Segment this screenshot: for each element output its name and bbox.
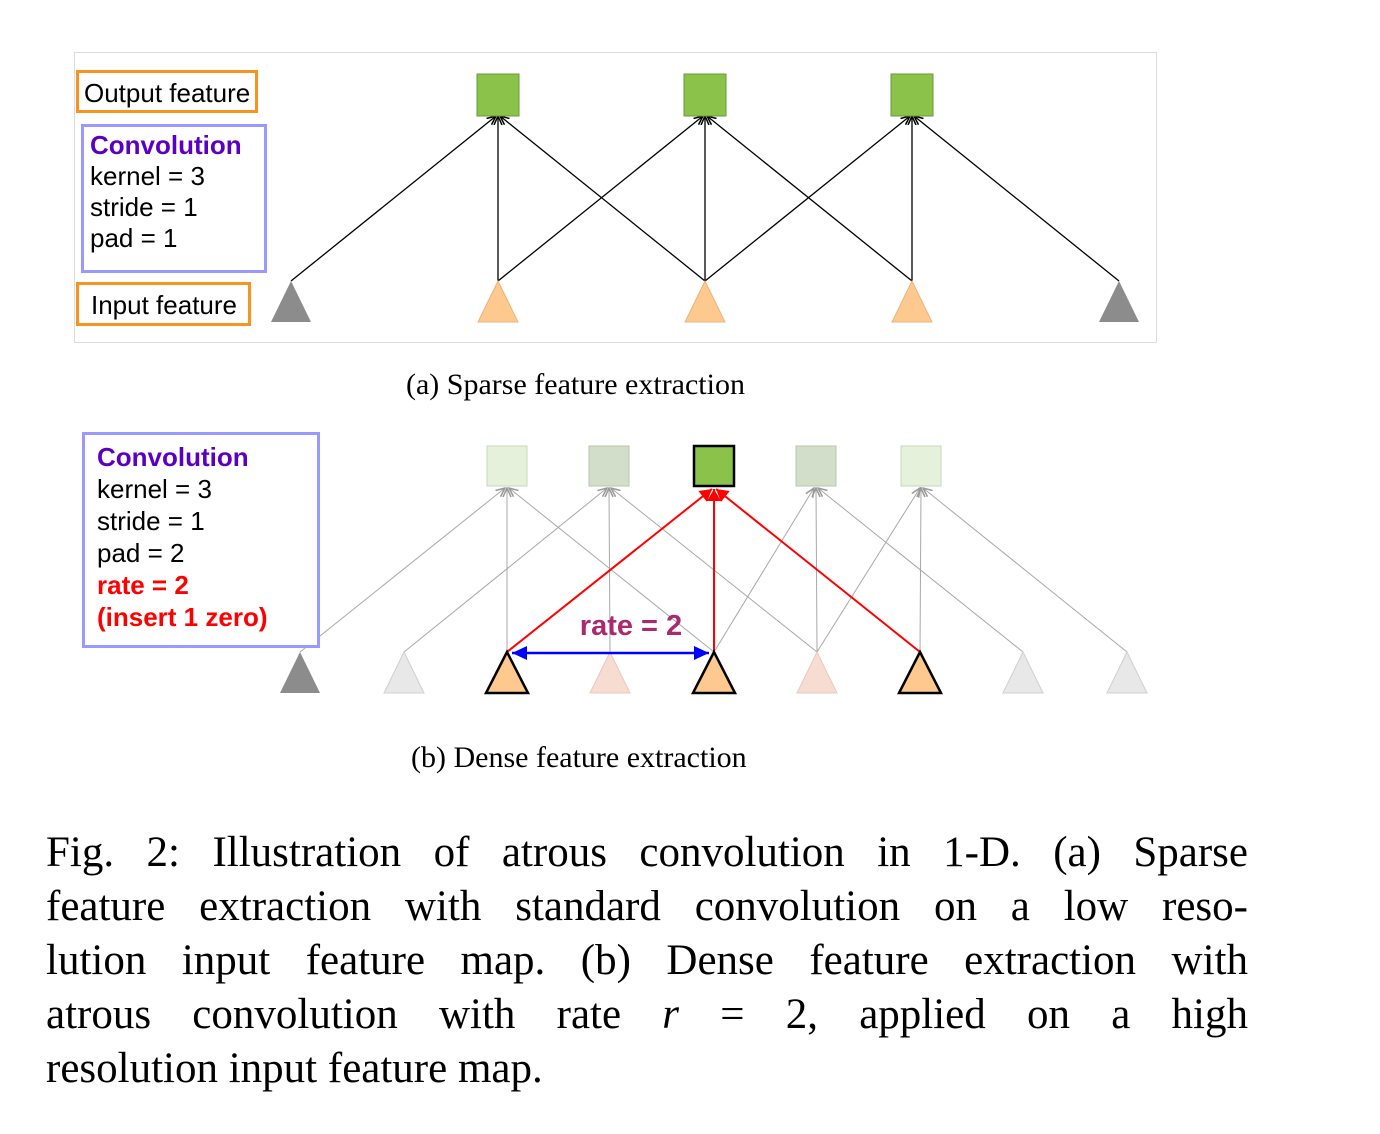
output-feature-text: Output feature (84, 78, 251, 108)
rate-variable: r (662, 991, 680, 1038)
connection-line (816, 488, 920, 653)
connection-line (299, 488, 505, 653)
padding-triangle (1002, 650, 1044, 694)
pad-param: pad = 1 (90, 223, 178, 253)
pad-param: pad = 2 (97, 538, 185, 568)
connection-line (403, 488, 607, 653)
connection-line (500, 116, 706, 282)
convolution-title: Convolution (97, 442, 249, 472)
active-connection-line (506, 488, 713, 653)
input-feature-label: Input feature (76, 282, 251, 326)
connection-line (713, 488, 814, 653)
sparse-connections (290, 116, 1120, 282)
caption-line: resolution input feature map. (46, 1045, 543, 1092)
kernel-param: kernel = 3 (90, 161, 205, 191)
caption-line: Fig. 2: Illustration of atrous convoluti… (46, 829, 1248, 876)
stride-param: stride = 1 (97, 506, 205, 536)
rate-param: rate = 2 (97, 570, 189, 600)
dense-input-features (280, 649, 1148, 695)
caption-fragment: , applied on a high (807, 991, 1248, 1038)
convolution-title: Convolution (90, 130, 242, 160)
caption-fragment: atrous convolution with rate (46, 991, 663, 1038)
figure-caption: Fig. 2: Illustration of atrous convoluti… (46, 826, 1248, 1096)
input-feature-triangle (684, 279, 726, 323)
rate-annotation: rate = 2 (580, 610, 682, 642)
sparse-output-features (476, 73, 934, 117)
rate-value: 2 (785, 991, 808, 1038)
padding-triangle (271, 281, 311, 322)
output-feature-square (900, 445, 942, 487)
output-feature-square (486, 445, 528, 487)
input-feature-triangle (589, 650, 631, 694)
connection-line (920, 488, 921, 653)
caption-line: atrous convolution with rate r = 2, appl… (46, 988, 1248, 1042)
active-connection-line (715, 488, 921, 653)
connection-line (923, 488, 1128, 653)
padding-triangle (383, 650, 425, 694)
input-feature-text: Input feature (91, 290, 237, 320)
diagram-canvas: rate = 2 (271, 73, 1148, 695)
output-feature-square (476, 73, 520, 117)
subfigure-caption-a: (a) Sparse feature extraction (406, 368, 745, 401)
output-feature-square (890, 73, 934, 117)
input-feature-triangle (796, 650, 838, 694)
atrous-params-box: Convolution kernel = 3 stride = 1 pad = … (82, 432, 320, 648)
padding-triangle (1106, 650, 1148, 694)
connection-line (704, 116, 910, 282)
convolution-params-box: Convolution kernel = 3 stride = 1 pad = … (81, 124, 267, 273)
input-feature-triangle (477, 279, 519, 323)
output-feature-square (795, 445, 837, 487)
padding-triangle (1099, 281, 1139, 322)
output-feature-square (683, 73, 727, 117)
dense-output-features (486, 444, 942, 488)
padding-triangle (280, 652, 320, 693)
subfigure-caption-b: (b) Dense feature extraction (411, 741, 747, 774)
sparse-input-features (271, 279, 1139, 323)
dense-active-connections (506, 488, 921, 653)
caption-line: lution input feature map. (b) Dense feat… (46, 937, 1248, 984)
equals-sign: = (679, 991, 786, 1038)
insert-zero-note: (insert 1 zero) (97, 602, 268, 632)
kernel-param: kernel = 3 (97, 474, 212, 504)
output-feature-label: Output feature (76, 70, 259, 113)
caption-line: feature extraction with standard convolu… (46, 883, 1248, 930)
input-feature-triangle-active (896, 649, 944, 695)
output-feature-square-active (692, 444, 736, 488)
output-feature-square (588, 445, 630, 487)
connection-line (497, 116, 703, 282)
connection-line (914, 116, 1120, 282)
input-feature-triangle (891, 279, 933, 323)
connection-line (290, 116, 496, 282)
connection-line (707, 116, 913, 282)
stride-param: stride = 1 (90, 192, 198, 222)
input-feature-triangle-active (690, 649, 738, 695)
input-feature-triangle-active (483, 649, 531, 695)
